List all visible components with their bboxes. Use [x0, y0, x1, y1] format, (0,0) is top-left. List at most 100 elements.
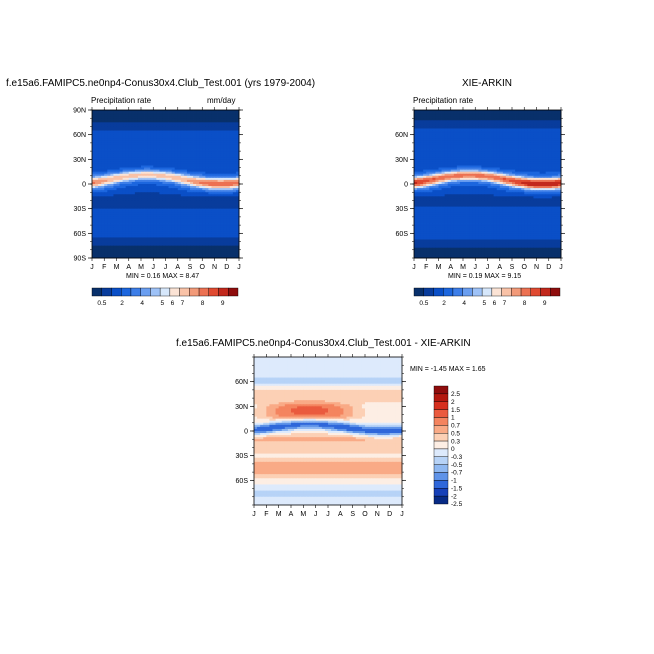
heatmap-cell — [438, 155, 442, 158]
heatmap-cell — [226, 255, 231, 259]
heatmap-cell — [453, 138, 458, 142]
heatmap-cell — [137, 210, 142, 214]
heatmap-cell — [104, 190, 108, 193]
heatmap-cell — [171, 251, 176, 255]
heatmap-cell — [536, 134, 540, 138]
heatmap-cell — [137, 237, 142, 240]
heatmap-cell — [208, 177, 212, 181]
heatmap-cell — [95, 136, 99, 140]
heatmap-cell — [417, 114, 421, 117]
heatmap-cell — [226, 126, 231, 129]
heatmap-cell — [548, 134, 553, 138]
heatmap-cell — [214, 124, 218, 127]
heatmap-cell — [134, 173, 139, 177]
heatmap-cell — [226, 241, 231, 245]
heatmap-cell — [131, 190, 136, 193]
heatmap-cell — [153, 184, 157, 187]
heatmap-cell — [235, 175, 240, 179]
heatmap-cell — [98, 237, 102, 240]
heatmap-cell — [554, 163, 559, 166]
heatmap-cell — [125, 221, 130, 224]
heatmap-cell — [202, 110, 206, 113]
heatmap-cell — [208, 153, 212, 156]
heatmap-cell — [92, 241, 96, 245]
heatmap-cell — [459, 157, 464, 160]
heatmap-cell — [92, 161, 96, 164]
heatmap-cell — [190, 122, 194, 125]
heatmap-cell — [508, 110, 513, 113]
heatmap-cell — [235, 169, 240, 173]
heatmap-cell — [554, 136, 559, 140]
heatmap-cell — [502, 114, 507, 117]
heatmap-cell — [95, 229, 99, 232]
heatmap-cell — [190, 155, 194, 158]
heatmap-cell — [490, 161, 495, 164]
heatmap-cell — [217, 169, 222, 173]
heatmap-cell — [199, 161, 203, 164]
heatmap-cell — [95, 241, 99, 245]
heatmap-cell — [450, 161, 455, 164]
heatmap-cell — [119, 231, 124, 234]
heatmap-cell — [110, 208, 114, 212]
heatmap-cell — [101, 253, 105, 257]
heatmap-cell — [186, 112, 191, 115]
heatmap-cell — [214, 243, 218, 247]
heatmap-cell — [199, 140, 203, 144]
heatmap-cell — [199, 231, 203, 234]
heatmap-cell — [417, 153, 421, 156]
heatmap-cell — [226, 114, 231, 117]
heatmap-cell — [539, 161, 544, 164]
heatmap-cell — [199, 110, 203, 113]
heatmap-cell — [165, 177, 169, 181]
heatmap-cell — [134, 177, 139, 181]
heatmap-cell — [211, 136, 215, 140]
heatmap-cell — [545, 136, 550, 140]
heatmap-cell — [539, 124, 544, 127]
heatmap-cell — [426, 167, 430, 171]
heatmap-cell — [144, 210, 148, 214]
heatmap-cell — [459, 132, 464, 136]
heatmap-cell — [202, 206, 206, 210]
heatmap-cell — [545, 155, 550, 158]
heatmap-cell — [150, 181, 154, 185]
heatmap-cell — [122, 196, 127, 199]
heatmap-cell — [186, 223, 191, 226]
heatmap-cell — [147, 249, 151, 253]
heatmap-cell — [459, 124, 464, 127]
heatmap-cell — [125, 206, 130, 210]
heatmap-cell — [165, 147, 169, 150]
heatmap-cell — [229, 116, 234, 119]
heatmap-cell — [229, 227, 234, 230]
heatmap-cell — [190, 140, 194, 144]
heatmap-cell — [137, 120, 142, 123]
heatmap-cell — [141, 124, 145, 127]
heatmap-cell — [156, 126, 160, 129]
heatmap-cell — [557, 124, 562, 127]
heatmap-cell — [113, 225, 117, 228]
heatmap-cell — [499, 138, 504, 142]
heatmap-cell — [150, 161, 154, 164]
heatmap-cell — [177, 163, 182, 166]
heatmap-cell — [539, 157, 544, 160]
heatmap-cell — [217, 210, 222, 214]
heatmap-cell — [214, 249, 218, 253]
heatmap-cell — [110, 118, 114, 121]
heatmap-cell — [226, 184, 231, 187]
heatmap-cell — [98, 120, 102, 123]
heatmap-cell — [193, 128, 197, 131]
heatmap-cell — [542, 151, 547, 154]
heatmap-cell — [226, 155, 231, 158]
heatmap-cell — [95, 253, 99, 257]
heatmap-cell — [165, 151, 169, 154]
heatmap-cell — [116, 128, 120, 131]
heatmap-cell — [177, 249, 182, 253]
heatmap-cell — [539, 112, 544, 115]
heatmap-cell — [539, 134, 544, 138]
heatmap-cell — [453, 132, 458, 136]
heatmap-cell — [493, 114, 498, 117]
heatmap-cell — [211, 142, 215, 146]
heatmap-cell — [220, 159, 225, 162]
heatmap-cell — [183, 112, 188, 115]
heatmap-cell — [229, 144, 234, 148]
heatmap-cell — [171, 155, 176, 158]
